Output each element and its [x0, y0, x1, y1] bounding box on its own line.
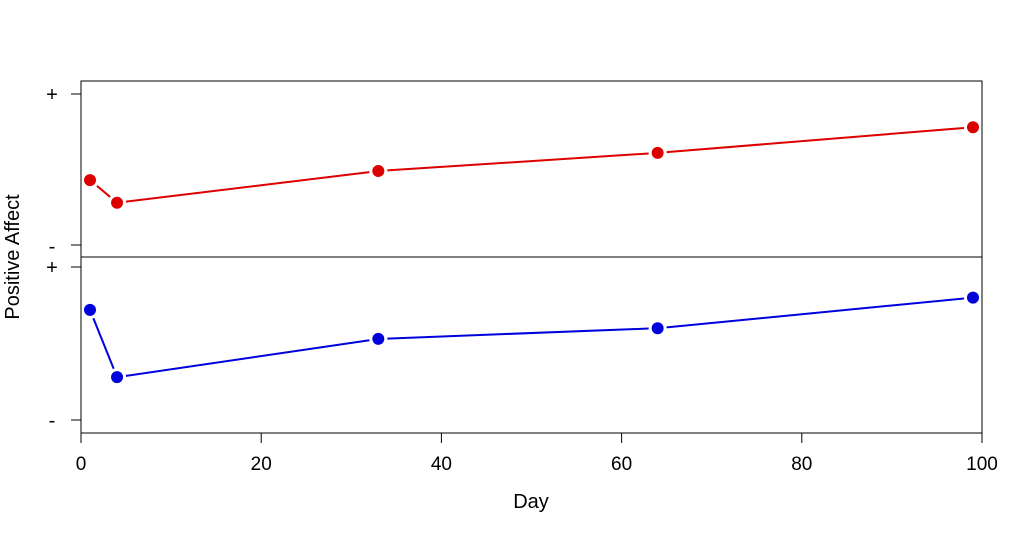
bottom-panel-frame	[80, 256, 983, 434]
panel-2-line-segment	[666, 297, 965, 329]
panel-1-point-day-99	[966, 121, 979, 134]
panel-2-point-day-1	[84, 303, 97, 316]
x-tick-label-60: 60	[611, 454, 632, 475]
panel-2-point-day-33	[372, 332, 385, 345]
x-tick-label-40: 40	[431, 454, 452, 475]
panel-1-line-segment	[387, 152, 649, 172]
x-tick-label-0: 0	[76, 454, 87, 475]
panel-2-line-segment	[387, 327, 649, 340]
panel-2-line-segment	[125, 339, 370, 377]
series-layer	[84, 121, 979, 384]
panel-2-point-day-99	[966, 291, 979, 304]
panel-2-point-day-64	[651, 322, 664, 335]
panel-1-point-day-33	[372, 165, 385, 178]
x-axis: 0 20 40 60 80 100	[76, 432, 998, 475]
panel-2-line-segment	[92, 317, 115, 370]
panel-1-point-day-1	[84, 174, 97, 187]
top-panel-frame	[80, 80, 983, 258]
panel-1-point-day-4	[111, 196, 124, 209]
x-tick-label-20: 20	[251, 454, 272, 475]
panel-1-line-segment	[125, 171, 370, 203]
panel-1-line-segment	[96, 185, 111, 198]
x-tick-label-80: 80	[791, 454, 812, 475]
top-y-label-high: +	[46, 84, 58, 106]
y-axis-title: Positive Affect	[2, 194, 24, 320]
panel-1-point-day-64	[651, 146, 664, 159]
x-tick-label-100: 100	[966, 454, 998, 475]
panel-1-line-segment	[666, 126, 965, 154]
top-y-label-low: -	[49, 236, 56, 258]
x-axis-title: Day	[513, 491, 549, 513]
panel-2-point-day-4	[111, 371, 124, 384]
bottom-y-label-low: -	[49, 410, 56, 432]
bottom-y-label-high: +	[46, 257, 58, 279]
